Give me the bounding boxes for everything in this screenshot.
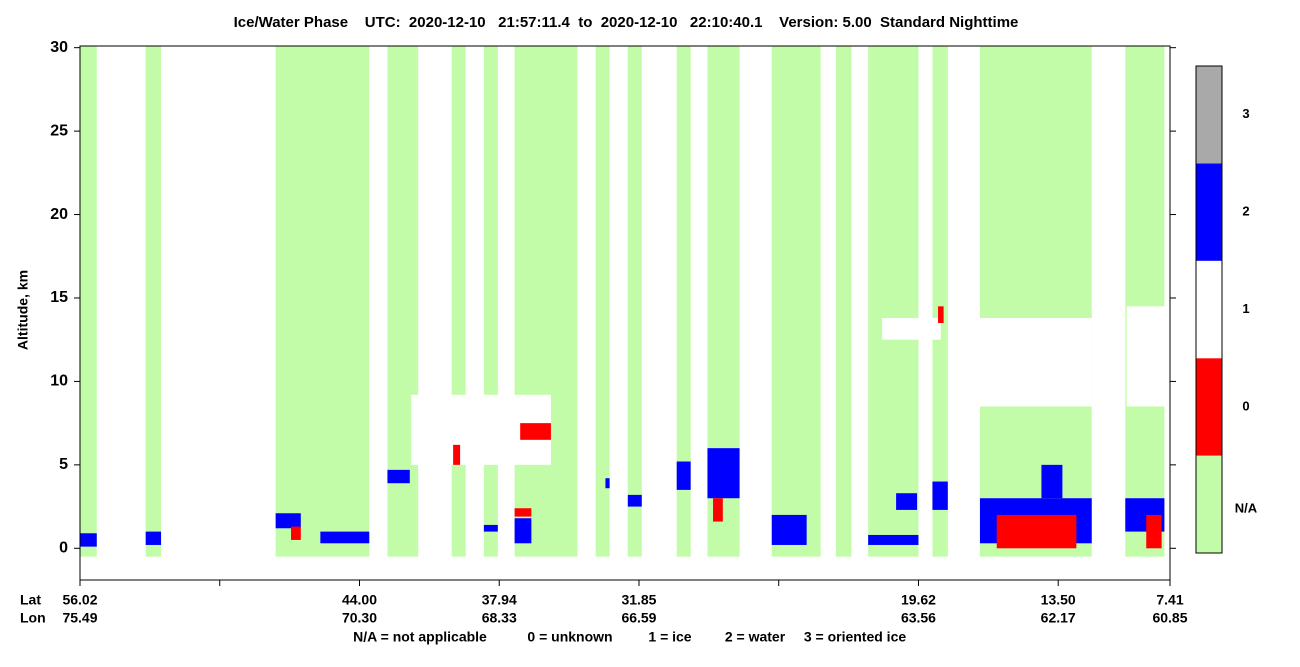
- valid-column: [979, 46, 1092, 557]
- phase-feature: [514, 518, 532, 544]
- footnote: 0 = unknown: [527, 629, 612, 645]
- phase-feature: [605, 478, 610, 489]
- phase-feature: [275, 513, 301, 529]
- lon-label: 60.85: [1152, 610, 1187, 626]
- phase-feature: [1146, 514, 1162, 549]
- chart-title: Ice/Water Phase UTC: 2020-12-10 21:57:11…: [234, 14, 1019, 31]
- valid-column: [80, 46, 97, 557]
- colorbar-label: 3: [1242, 106, 1249, 121]
- lon-label: 66.59: [621, 610, 656, 626]
- colorbar-label: 2: [1242, 204, 1249, 219]
- valid-column: [595, 46, 610, 557]
- lat-label: 7.41: [1156, 592, 1183, 608]
- phase-feature: [896, 493, 918, 510]
- y-tick-label: 25: [50, 122, 68, 139]
- phase-feature: [320, 531, 370, 544]
- phase-feature: [1126, 306, 1169, 407]
- phase-feature: [932, 481, 948, 510]
- lat-label: 19.62: [901, 592, 936, 608]
- lon-label: 75.49: [62, 610, 97, 626]
- lon-label: 70.30: [342, 610, 377, 626]
- lat-label: 13.50: [1041, 592, 1076, 608]
- phase-feature: [868, 534, 919, 545]
- lon-title: Lon: [20, 610, 46, 626]
- y-tick-label: 20: [50, 206, 68, 223]
- phase-feature: [1041, 464, 1063, 499]
- lat-label: 37.94: [482, 592, 517, 608]
- phase-feature: [514, 508, 532, 517]
- valid-column: [771, 46, 821, 557]
- lat-label: 44.00: [342, 592, 377, 608]
- phase-feature: [453, 444, 461, 465]
- valid-column: [627, 46, 642, 557]
- phase-feature: [996, 514, 1077, 549]
- lon-label: 68.33: [482, 610, 517, 626]
- y-tick-label: 15: [50, 289, 68, 306]
- lon-label: 62.17: [1041, 610, 1076, 626]
- footnote: 1 = ice: [648, 629, 691, 645]
- valid-column: [145, 46, 162, 557]
- phase-feature: [387, 469, 410, 484]
- y-tick-label: 10: [50, 373, 68, 390]
- valid-column: [1125, 46, 1165, 557]
- phase-feature: [713, 498, 723, 522]
- colorbar-segment: [1196, 66, 1222, 164]
- phase-feature: [520, 423, 551, 440]
- phase-feature: [291, 526, 301, 540]
- phase-feature: [707, 448, 740, 499]
- footnote: N/A = not applicable: [353, 629, 487, 645]
- phase-feature: [771, 514, 807, 545]
- valid-column: [275, 46, 370, 557]
- y-tick-label: 5: [59, 456, 68, 473]
- colorbar-segment: [1196, 260, 1222, 359]
- colorbar-label: N/A: [1235, 501, 1258, 516]
- colorbar-segment: [1196, 358, 1222, 456]
- phase-feature: [627, 494, 642, 507]
- phase-feature: [145, 531, 162, 545]
- colorbar-segment: [1196, 163, 1222, 261]
- footnote: 3 = oriented ice: [804, 629, 907, 645]
- y-tick-label: 30: [50, 39, 68, 56]
- y-tick-label: 0: [59, 540, 68, 557]
- y-axis-label: Altitude, km: [15, 270, 31, 350]
- valid-column: [514, 46, 578, 557]
- colorbar-segment: [1196, 455, 1222, 553]
- colorbar-frame: [1195, 65, 1223, 554]
- lat-title: Lat: [20, 592, 41, 608]
- footnote: 2 = water: [725, 629, 786, 645]
- valid-column: [836, 46, 852, 557]
- phase-feature: [882, 318, 941, 340]
- colorbar-label: 1: [1242, 301, 1249, 316]
- valid-column: [451, 46, 466, 557]
- colorbar-label: 0: [1242, 398, 1249, 413]
- phase-feature: [938, 306, 944, 324]
- phase-feature: [676, 461, 691, 490]
- valid-column: [868, 46, 919, 557]
- lat-label: 56.02: [62, 592, 97, 608]
- lat-label: 31.85: [621, 592, 656, 608]
- lon-label: 63.56: [901, 610, 936, 626]
- phase-feature: [80, 533, 97, 547]
- phase-feature: [971, 318, 1092, 407]
- plot-frame: [79, 45, 1171, 581]
- valid-column: [932, 46, 948, 557]
- phase-feature: [483, 524, 498, 532]
- valid-column: [676, 46, 691, 557]
- valid-column: [483, 46, 498, 557]
